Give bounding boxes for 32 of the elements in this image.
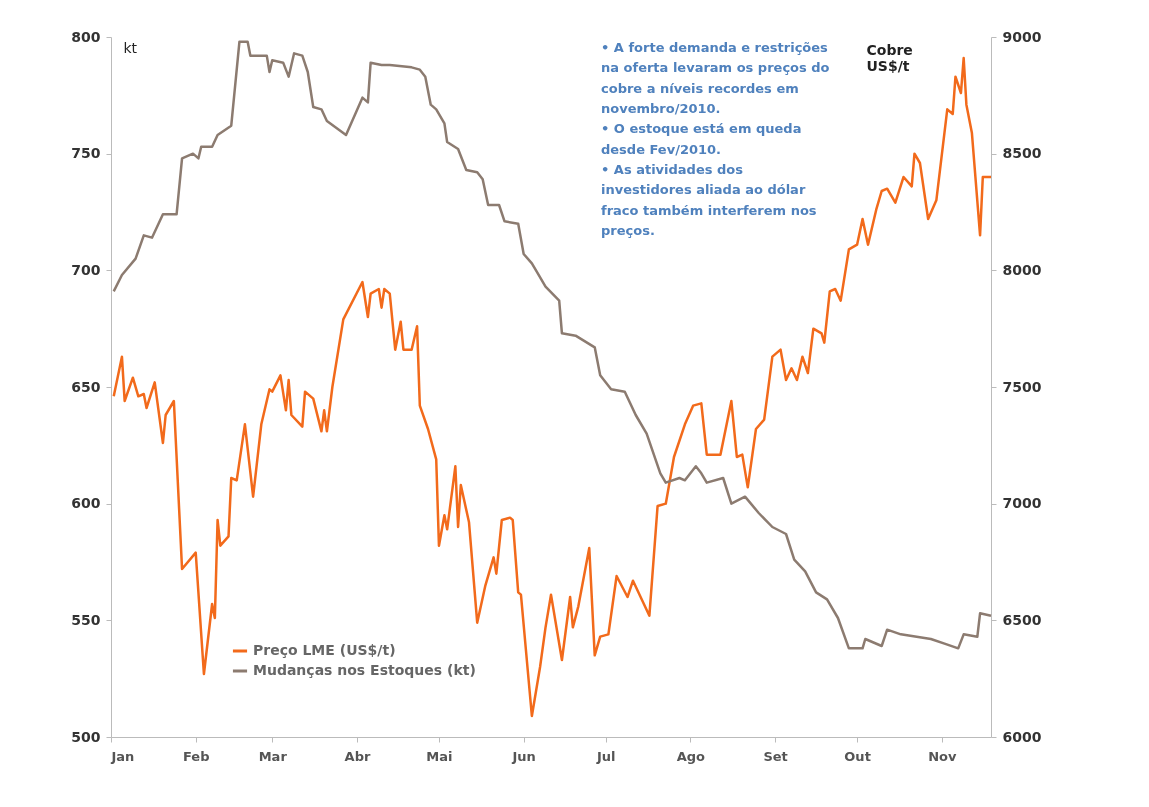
x-tick-label: Jan	[110, 748, 135, 764]
x-tick-label: Jul	[595, 748, 616, 764]
y2-axis-title: Cobre US$/t	[866, 41, 913, 74]
y-tick-label: 650	[71, 378, 101, 395]
y-tick-label: 600	[71, 495, 101, 512]
annotation: • O estoque está em queda desde Fev/2010.	[601, 121, 802, 157]
y2-tick-label: 8500	[1002, 145, 1042, 162]
annotation: • As atividades dos investidores aliada ao dólar fraco também interferem nos preços.	[601, 162, 817, 239]
y2-tick-label: 7000	[1002, 495, 1042, 512]
y-axis-title: kt	[123, 39, 138, 56]
legend-label: Mudanças nos Estoques (kt)	[253, 662, 476, 678]
y-tick-label: 500	[71, 728, 101, 745]
y-tick-label: 550	[71, 611, 101, 628]
y2-tick-label: 8000	[1002, 261, 1042, 278]
x-tick-label: Mai	[426, 748, 453, 764]
y2-tick-label: 9000	[1002, 28, 1042, 45]
x-tick-label: Abr	[344, 748, 371, 764]
x-tick-label: Nov	[928, 748, 957, 764]
x-tick-label: Mar	[258, 748, 288, 764]
y2-tick-label: 6500	[1002, 611, 1042, 628]
x-tick-label: Jun	[511, 748, 536, 764]
y2-tick-label: 7500	[1002, 378, 1042, 395]
x-tick-label: Out	[844, 748, 871, 764]
annotation: • A forte demanda e restrições na oferta levaram os preços do cobre a níveis recordes em novembro/2010.	[601, 40, 830, 117]
y2-tick-label: 6000	[1002, 728, 1042, 745]
legend-label: Preço LME (US$/t)	[253, 642, 396, 658]
y-tick-label: 700	[71, 261, 101, 278]
x-tick-label: Ago	[676, 748, 706, 764]
x-tick-label: Feb	[182, 748, 210, 764]
y-tick-label: 800	[71, 28, 101, 45]
y-tick-label: 750	[71, 145, 101, 162]
x-tick-label: Set	[763, 748, 788, 764]
